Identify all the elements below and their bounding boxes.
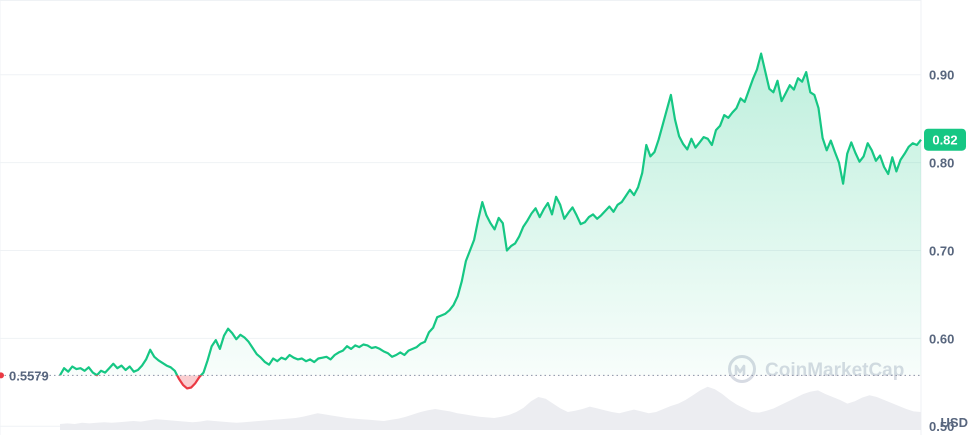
y-tick-label-0.60: 0.60 [929,331,954,346]
currency-unit-label: USD [941,415,968,430]
current-price-value: 0.82 [932,133,957,148]
price-area-down [177,375,201,389]
current-price-badge-bg [924,128,966,151]
price-area-up [60,53,921,376]
y-tick-label-0.50: 0.50 [929,419,954,434]
volume-area [60,386,921,430]
price-line-up[interactable] [59,52,922,389]
volume-bars [60,386,921,430]
price-area [60,53,921,389]
open-price-marker: 0.5579 [0,368,49,383]
current-price-badge: 0.82 [924,128,966,151]
y-axis: 0.90 0.80 0.70 0.60 0.50 [929,68,954,435]
open-price-dot [0,372,4,379]
y-tick-label-0.90: 0.90 [929,68,954,83]
y-tick-label-0.70: 0.70 [929,243,954,258]
price-line-group [59,52,922,390]
y-tick-label-0.80: 0.80 [929,156,954,171]
open-price-label: 0.5579 [9,368,49,383]
